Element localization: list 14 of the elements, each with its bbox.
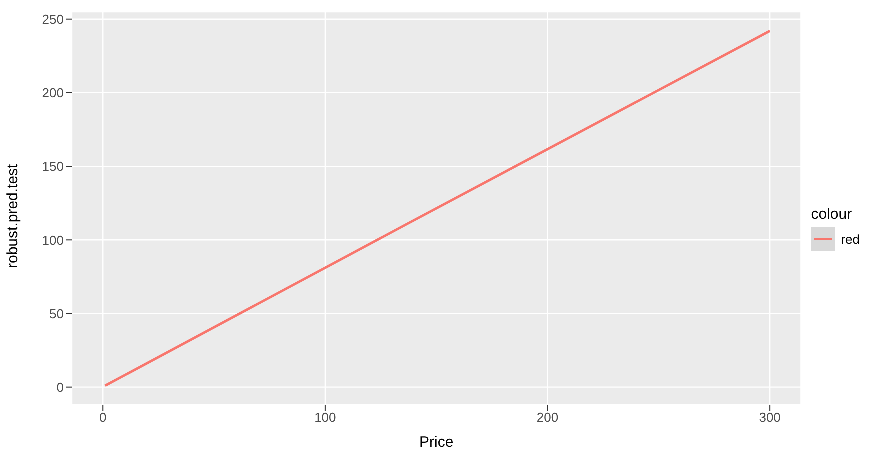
y-tick-label: 250 [42, 12, 64, 27]
x-tick-label: 300 [759, 410, 781, 426]
y-tick-label: 100 [42, 232, 64, 248]
y-tick-label: 0 [56, 380, 64, 395]
legend-label: red [841, 232, 860, 246]
legend-title: colour [811, 206, 854, 223]
x-tick-label: 100 [314, 410, 336, 426]
y-tick-label: 150 [42, 159, 64, 174]
x-axis-title: Price [420, 434, 454, 451]
y-axis-title: robust.pred.test [4, 163, 22, 268]
y-tick-label: 200 [42, 86, 64, 101]
x-tick-label: 200 [536, 410, 559, 426]
y-tick-label: 50 [50, 306, 64, 322]
x-tick-label: 0 [100, 410, 107, 426]
